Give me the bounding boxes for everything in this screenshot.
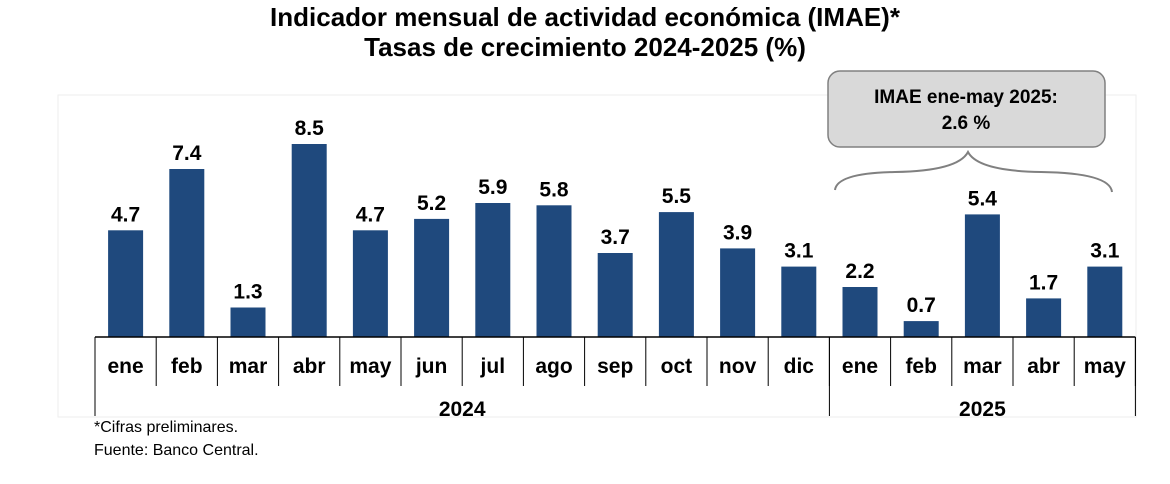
chart-subtitle: Tasas de crecimiento 2024-2025 (%)	[364, 32, 806, 62]
callout-annotation: IMAE ene-may 2025: 2.6 %	[827, 70, 1113, 193]
tick-label-9: oct	[661, 355, 693, 378]
data-label-3: 8.5	[295, 117, 325, 140]
bar-4	[352, 230, 388, 337]
bar-9	[658, 212, 694, 337]
bar-6	[475, 203, 511, 337]
tick-label-0: ene	[108, 355, 144, 378]
data-label-13: 0.7	[907, 294, 936, 317]
bar-7	[536, 205, 572, 337]
data-label-5: 5.2	[417, 192, 446, 215]
tick-label-7: ago	[535, 355, 572, 378]
tick-label-11: dic	[784, 355, 815, 378]
data-label-12: 2.2	[845, 260, 874, 283]
tick-label-2: mar	[229, 355, 268, 378]
category-axis: ene feb mar abr may jun jul ago sep oct nov dic ene f…	[94, 336, 1136, 421]
data-label-16: 3.1	[1090, 240, 1120, 263]
group-label-0: 2024	[439, 398, 486, 421]
tick-label-1: feb	[171, 355, 203, 378]
bar-13	[903, 321, 939, 337]
tick-label-15: abr	[1027, 355, 1060, 378]
tick-label-16: may	[1084, 355, 1126, 378]
bar-16	[1087, 266, 1123, 337]
data-label-2: 1.3	[233, 281, 262, 304]
data-label-9: 5.5	[662, 185, 692, 208]
tick-label-14: mar	[963, 355, 1002, 378]
bar-12	[842, 287, 878, 337]
tick-label-5: jun	[415, 355, 448, 378]
bar-2	[230, 307, 266, 337]
data-label-11: 3.1	[784, 240, 814, 263]
tick-label-8: sep	[597, 355, 633, 378]
data-label-1: 7.4	[172, 142, 202, 165]
data-label-8: 3.7	[601, 226, 630, 249]
data-label-14: 5.4	[968, 187, 998, 210]
callout-box	[827, 70, 1106, 148]
bar-1	[169, 169, 205, 337]
group-label-1: 2025	[959, 398, 1006, 421]
tick-label-10: nov	[719, 355, 757, 378]
bar-11	[781, 266, 817, 337]
callout-line1: IMAE ene-may 2025:	[874, 87, 1058, 108]
bar-3	[291, 144, 327, 337]
data-label-6: 5.9	[478, 176, 507, 199]
data-label-10: 3.9	[723, 221, 752, 244]
data-label-4: 4.7	[356, 203, 385, 226]
plot-area	[57, 94, 1137, 418]
tick-label-13: feb	[905, 355, 937, 378]
data-label-7: 5.8	[539, 178, 569, 201]
chart-title: Indicador mensual de actividad económica…	[270, 2, 900, 32]
bar-8	[597, 253, 633, 337]
bar-14	[964, 214, 1000, 337]
callout-line2: 2.6 %	[942, 113, 991, 134]
bar-15	[1026, 298, 1062, 337]
brace-icon	[834, 149, 1113, 193]
tick-label-6: jul	[480, 355, 506, 378]
tick-label-12: ene	[842, 355, 878, 378]
bars-group: 4.7 7.4 1.3 8.5 4.7 5.2 5.9 5.8 3.7 5.5 3.9 3.1 2.2 0…	[108, 117, 1123, 337]
footnote-preliminary: *Cifras preliminares.	[94, 419, 239, 436]
bar-0	[108, 230, 144, 337]
tick-label-3: abr	[293, 355, 326, 378]
bar-10	[720, 248, 756, 337]
footnote-source: Fuente: Banco Central.	[94, 442, 259, 459]
data-label-0: 4.7	[111, 203, 140, 226]
tick-label-4: may	[349, 355, 391, 378]
data-label-15: 1.7	[1029, 271, 1058, 294]
bar-5	[414, 218, 450, 337]
